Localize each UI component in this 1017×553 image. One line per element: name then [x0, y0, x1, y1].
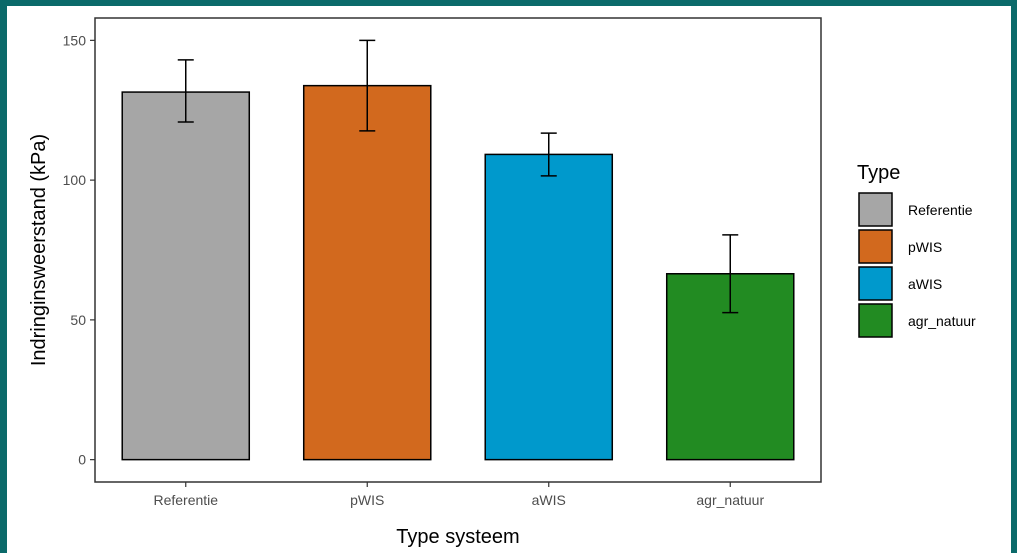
bar-aWIS [484, 153, 614, 461]
x-tick-label: agr_natuur [696, 492, 764, 508]
bar-Referentie [121, 91, 251, 461]
legend-swatch-pWIS [858, 229, 893, 264]
y-axis-title: Indringinsweerstand (kPa) [28, 134, 50, 366]
legend-swatch-Referentie [858, 192, 893, 227]
chart-frame: 0 50 100 150 Referentie pWIS aWIS agr_natuur Typ… [7, 6, 1011, 553]
y-tick-label: 0 [78, 452, 86, 468]
legend-swatch-agr_natuur [858, 303, 893, 338]
x-tick-label: pWIS [350, 492, 384, 508]
legend-label: Referentie [908, 202, 973, 218]
y-tick-label: 50 [70, 312, 86, 328]
bar-chart: 0 50 100 150 Referentie pWIS aWIS agr_natuur Typ… [28, 17, 976, 548]
bar-pWIS [302, 84, 432, 461]
y-tick-label: 100 [63, 172, 87, 188]
x-axis-title: Type systeem [396, 526, 519, 548]
plot-panel [94, 17, 822, 483]
y-tick-label: 150 [63, 32, 87, 48]
legend-label: agr_natuur [908, 313, 976, 329]
x-tick-label: Referentie [153, 492, 218, 508]
legend-swatch-aWIS [858, 266, 893, 301]
legend-title: Type [857, 162, 900, 184]
legend-label: aWIS [908, 276, 942, 292]
legend-label: pWIS [908, 239, 942, 255]
x-tick-label: aWIS [532, 492, 566, 508]
